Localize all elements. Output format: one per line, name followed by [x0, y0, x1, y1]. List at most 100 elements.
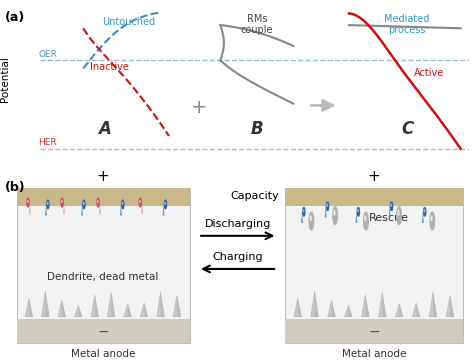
Text: C: C	[401, 120, 413, 138]
Text: Metal anode: Metal anode	[71, 349, 135, 359]
Circle shape	[309, 212, 314, 230]
Polygon shape	[298, 299, 301, 317]
Polygon shape	[311, 291, 319, 317]
Text: Capacity: Capacity	[230, 191, 279, 201]
Polygon shape	[45, 204, 47, 216]
Text: +: +	[368, 169, 381, 184]
Polygon shape	[331, 300, 335, 317]
Polygon shape	[345, 305, 352, 317]
Circle shape	[364, 212, 368, 230]
Bar	[285, 188, 463, 206]
Circle shape	[83, 200, 85, 209]
Polygon shape	[99, 203, 101, 214]
Circle shape	[27, 198, 29, 207]
Polygon shape	[140, 303, 148, 317]
Circle shape	[97, 198, 99, 207]
Polygon shape	[124, 304, 131, 317]
Text: (a): (a)	[5, 11, 25, 24]
Circle shape	[122, 200, 124, 209]
Polygon shape	[62, 300, 65, 317]
Circle shape	[139, 198, 141, 207]
Circle shape	[47, 200, 49, 209]
Bar	[17, 188, 190, 206]
Polygon shape	[362, 295, 369, 317]
Polygon shape	[450, 296, 454, 317]
Bar	[285, 319, 463, 343]
Circle shape	[365, 216, 366, 221]
Polygon shape	[81, 204, 83, 216]
Polygon shape	[78, 305, 82, 317]
Circle shape	[61, 198, 63, 207]
Circle shape	[327, 202, 328, 210]
Polygon shape	[399, 304, 403, 317]
Text: Potential: Potential	[0, 56, 10, 103]
Polygon shape	[91, 295, 99, 317]
Circle shape	[333, 207, 337, 225]
Polygon shape	[29, 299, 33, 317]
Text: OER: OER	[38, 50, 57, 59]
Polygon shape	[416, 303, 420, 317]
Circle shape	[310, 216, 311, 221]
Polygon shape	[42, 291, 49, 317]
Circle shape	[397, 207, 401, 225]
Polygon shape	[433, 292, 437, 317]
Circle shape	[164, 200, 166, 209]
Polygon shape	[111, 292, 115, 317]
Text: Discharging: Discharging	[204, 219, 271, 229]
Circle shape	[431, 216, 432, 221]
Text: Active: Active	[413, 69, 444, 78]
Polygon shape	[74, 305, 82, 317]
Text: (b): (b)	[5, 180, 26, 193]
Polygon shape	[177, 296, 181, 317]
Polygon shape	[389, 206, 391, 217]
Text: +: +	[97, 169, 109, 184]
Circle shape	[391, 202, 392, 210]
Polygon shape	[95, 295, 99, 317]
Polygon shape	[173, 296, 181, 317]
Polygon shape	[382, 292, 386, 317]
Circle shape	[430, 212, 435, 230]
Bar	[285, 188, 463, 343]
Polygon shape	[63, 203, 65, 214]
Text: +: +	[191, 99, 207, 117]
Text: B: B	[251, 120, 263, 138]
Text: Mediated
process: Mediated process	[384, 14, 430, 35]
Text: Untouched: Untouched	[102, 17, 155, 27]
Polygon shape	[107, 292, 115, 317]
Polygon shape	[157, 292, 164, 317]
Polygon shape	[395, 304, 403, 317]
Polygon shape	[294, 299, 301, 317]
Polygon shape	[422, 212, 424, 223]
Text: −: −	[368, 325, 380, 339]
Polygon shape	[365, 295, 369, 317]
Polygon shape	[144, 303, 148, 317]
Polygon shape	[348, 305, 352, 317]
Text: −: −	[97, 325, 109, 339]
Polygon shape	[356, 212, 357, 223]
Text: Rescue: Rescue	[368, 213, 409, 223]
Bar	[17, 319, 190, 343]
Polygon shape	[58, 300, 65, 317]
Bar	[17, 188, 190, 343]
Text: Dendrite, dead metal: Dendrite, dead metal	[47, 272, 159, 282]
Polygon shape	[315, 291, 319, 317]
Polygon shape	[378, 292, 386, 317]
Circle shape	[424, 208, 426, 216]
Polygon shape	[29, 203, 31, 214]
Text: RMs
couple: RMs couple	[241, 14, 273, 35]
Text: Charging: Charging	[212, 252, 263, 262]
Polygon shape	[25, 299, 33, 317]
Text: A: A	[98, 120, 111, 138]
Circle shape	[357, 208, 359, 216]
Polygon shape	[163, 204, 164, 216]
Circle shape	[303, 208, 305, 216]
Polygon shape	[412, 303, 420, 317]
Polygon shape	[161, 292, 164, 317]
Text: Metal anode: Metal anode	[342, 349, 406, 359]
Polygon shape	[120, 204, 122, 216]
Polygon shape	[46, 291, 49, 317]
Circle shape	[398, 210, 399, 215]
Text: Inactive: Inactive	[90, 62, 128, 72]
Polygon shape	[301, 212, 303, 223]
Polygon shape	[429, 292, 437, 317]
